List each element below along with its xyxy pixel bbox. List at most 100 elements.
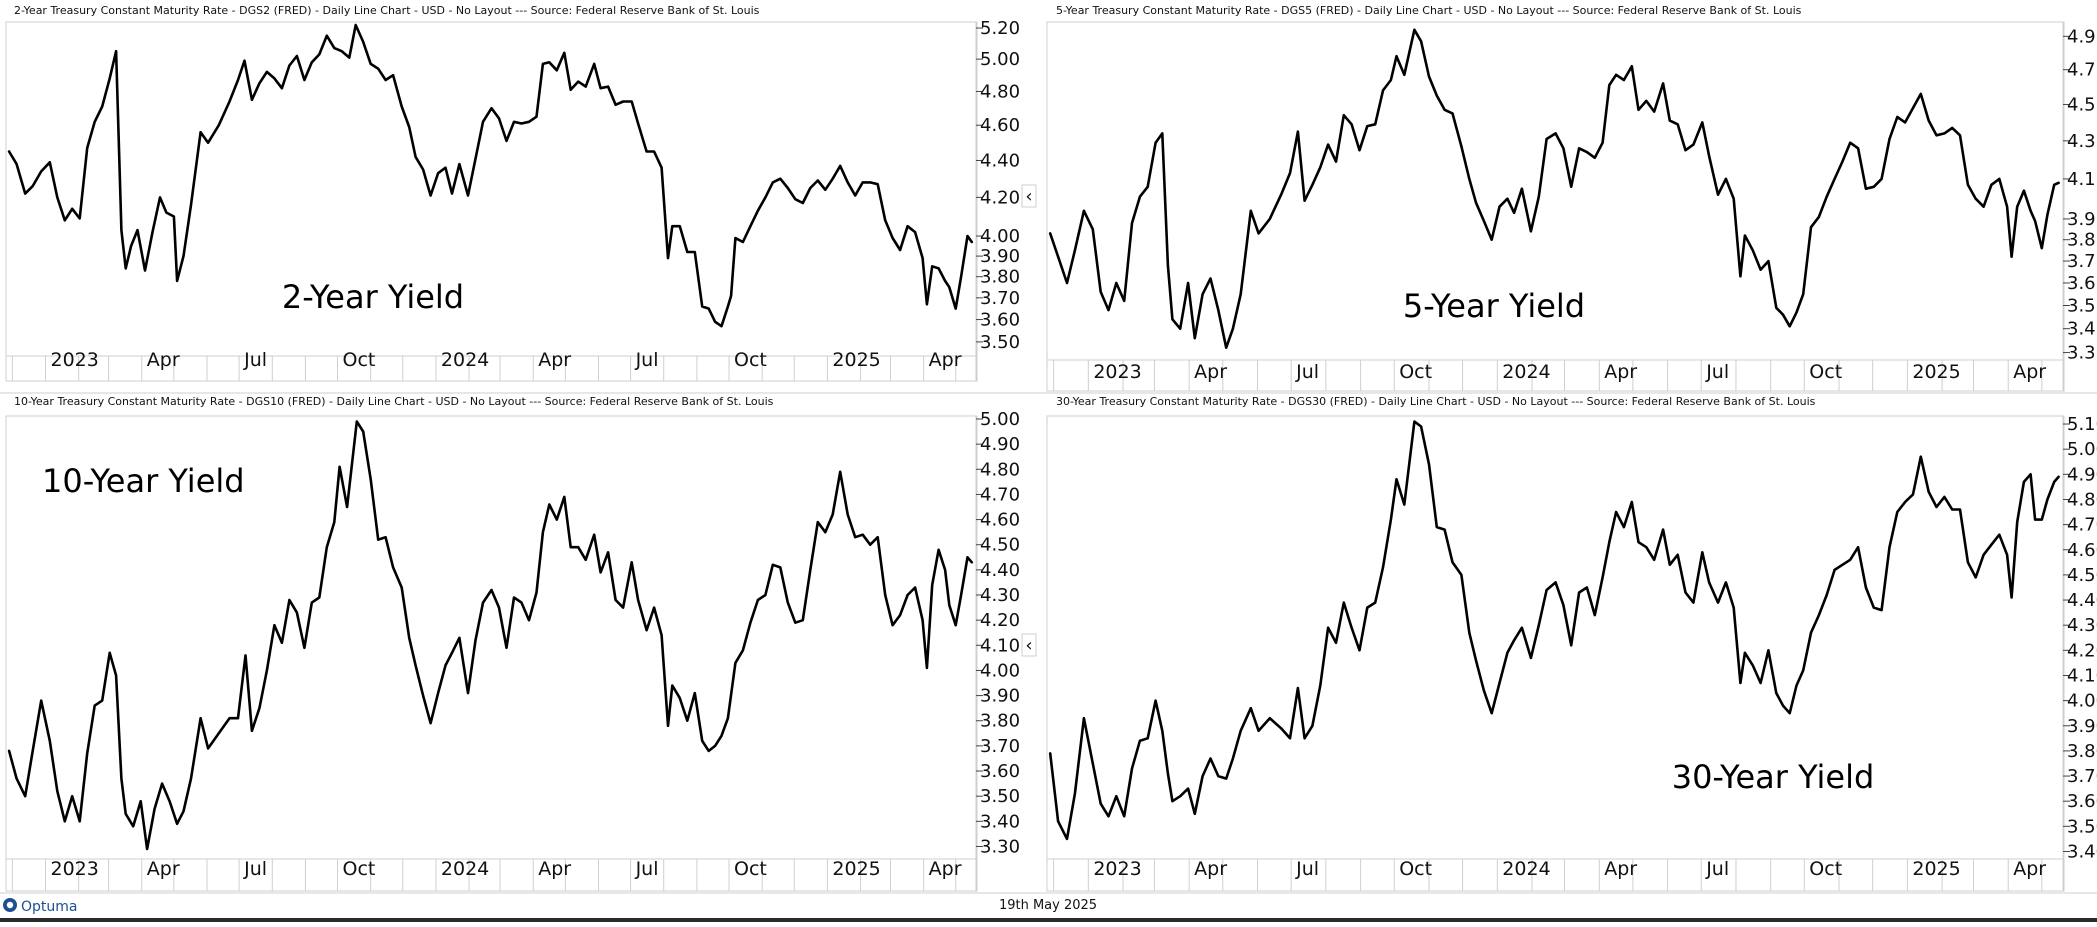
y-tick-label: 4.60: [2067, 540, 2097, 561]
scroll-marker-glyph: ‹: [1025, 635, 1032, 656]
y-tick-label: 3.90: [980, 246, 1020, 267]
y-tick-label: 4.70: [2067, 515, 2097, 536]
y-tick-label: 5.00: [980, 409, 1020, 430]
x-tick-label: 2024: [1502, 361, 1550, 383]
x-tick-label: Apr: [147, 349, 180, 371]
x-tick-label: 2024: [1502, 858, 1550, 880]
x-tick-label: Jul: [1295, 361, 1319, 383]
scroll-marker-icon[interactable]: ‹: [1021, 184, 1037, 208]
chart-annotation: 2-Year Yield: [282, 278, 464, 316]
y-tick-label: 3.9: [2067, 209, 2096, 230]
x-tick-label: Oct: [1399, 361, 1432, 383]
y-tick-label: 5.10: [2067, 414, 2097, 435]
y-tick-label: 4.50: [980, 535, 1020, 556]
y-tick-label: 3.90: [980, 686, 1020, 707]
y-tick-label: 4.20: [980, 610, 1020, 631]
x-tick-label: Oct: [343, 349, 376, 371]
y-tick-label: 4.70: [980, 484, 1020, 505]
y-tick-label: 4.80: [980, 459, 1020, 480]
x-tick-label: Apr: [1194, 361, 1227, 383]
y-tick-label: 4.50: [2067, 565, 2097, 586]
x-tick-label: Apr: [1604, 858, 1637, 880]
series-line: [1048, 420, 2060, 841]
y-tick-label: 3.7: [2067, 251, 2096, 272]
y-tick-label: 4.60: [980, 510, 1020, 531]
y-tick-label: 3.80: [980, 267, 1020, 288]
chart-title: 30-Year Treasury Constant Maturity Rate …: [1056, 395, 1816, 408]
x-tick-label: 2023: [51, 858, 99, 880]
y-tick-label: 4.40: [980, 150, 1020, 171]
y-tick-label: 4.9: [2067, 26, 2096, 47]
y-tick-label: 3.50: [2067, 816, 2097, 837]
chart-annotation: 5-Year Yield: [1403, 287, 1585, 325]
y-tick-label: 4.3: [2067, 131, 2096, 152]
y-tick-label: 4.40: [980, 560, 1020, 581]
y-tick-label: 3.60: [980, 310, 1020, 331]
y-tick-label: 3.70: [980, 288, 1020, 309]
plot-frame: [1046, 415, 2065, 892]
scroll-marker-icon[interactable]: ‹: [1021, 633, 1037, 657]
y-tick-label: 4.7: [2067, 60, 2096, 81]
x-tick-label: Oct: [1809, 858, 1842, 880]
plot-frame: [5, 415, 978, 892]
x-tick-label: Jul: [243, 858, 267, 880]
y-tick-label: 3.50: [980, 332, 1020, 353]
footer-date: 19th May 2025: [999, 898, 1097, 913]
x-tick-label: 2025: [1912, 361, 1960, 383]
y-tick-label: 4.90: [980, 434, 1020, 455]
y-tick-label: 4.80: [2067, 489, 2097, 510]
x-tick-label: 2023: [1093, 858, 1141, 880]
x-tick-label: Apr: [2013, 361, 2046, 383]
y-tick-label: 4.60: [980, 115, 1020, 136]
x-tick-label: Apr: [929, 858, 962, 880]
x-tick-label: Apr: [147, 858, 180, 880]
x-tick-label: 2025: [832, 349, 880, 371]
panel-2-year: 2-Year Treasury Constant Maturity Rate -…: [5, 4, 1037, 382]
x-tick-label: Jul: [635, 858, 659, 880]
y-tick-label: 4.00: [980, 226, 1020, 247]
x-tick-label: Oct: [1399, 858, 1432, 880]
series-line: [7, 23, 974, 328]
x-tick-label: 2023: [1093, 361, 1141, 383]
y-tick-label: 4.30: [980, 585, 1020, 606]
x-tick-label: Apr: [1604, 361, 1637, 383]
x-tick-label: Apr: [538, 349, 571, 371]
chart-title: 5-Year Treasury Constant Maturity Rate -…: [1056, 4, 1802, 17]
y-tick-label: 4.90: [2067, 464, 2097, 485]
y-tick-label: 3.6: [2067, 273, 2096, 294]
series-line: [1048, 28, 2060, 349]
x-tick-label: Oct: [343, 858, 376, 880]
y-tick-label: 4.00: [2067, 691, 2097, 712]
y-tick-label: 5.00: [2067, 439, 2097, 460]
x-tick-label: Apr: [538, 858, 571, 880]
y-tick-label: 3.70: [2067, 766, 2097, 787]
y-tick-label: 4.10: [980, 635, 1020, 656]
y-tick-label: 5.20: [980, 18, 1020, 39]
panel-30-year: 30-Year Treasury Constant Maturity Rate …: [1046, 395, 2097, 892]
y-tick-label: 3.80: [980, 711, 1020, 732]
x-tick-label: Jul: [243, 349, 267, 371]
chart-title: 10-Year Treasury Constant Maturity Rate …: [14, 395, 774, 408]
y-tick-label: 3.8: [2067, 230, 2096, 251]
y-tick-label: 3.60: [2067, 791, 2097, 812]
x-tick-label: Apr: [929, 349, 962, 371]
scroll-marker-glyph: ‹: [1025, 186, 1032, 207]
y-tick-label: 3.80: [2067, 741, 2097, 762]
y-tick-label: 3.3: [2067, 343, 2096, 364]
x-tick-label: Jul: [1705, 858, 1729, 880]
y-tick-label: 3.30: [980, 836, 1020, 857]
y-tick-label: 4.20: [980, 187, 1020, 208]
y-tick-label: 3.40: [980, 811, 1020, 832]
y-tick-label: 3.4: [2067, 319, 2096, 340]
y-tick-label: 4.40: [2067, 590, 2097, 611]
y-tick-label: 4.00: [980, 660, 1020, 681]
y-tick-label: 4.80: [980, 81, 1020, 102]
y-tick-label: 4.5: [2067, 94, 2096, 115]
x-tick-label: Jul: [1705, 361, 1729, 383]
y-tick-label: 4.10: [2067, 665, 2097, 686]
y-tick-label: 3.60: [980, 761, 1020, 782]
optuma-logo-icon[interactable]: [3, 898, 17, 912]
x-tick-label: Oct: [734, 349, 767, 371]
